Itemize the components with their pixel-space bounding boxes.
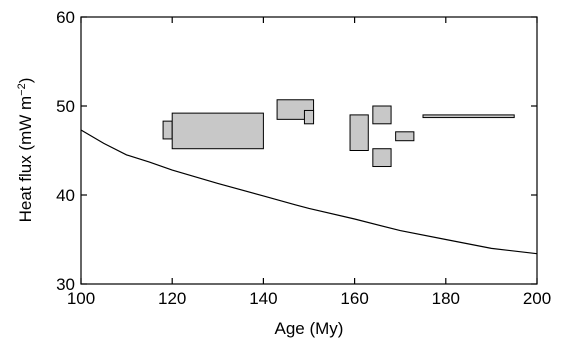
y-axis-label-close: ) [16, 78, 35, 84]
model-curve-line [80, 129, 538, 255]
y-axis-label: Heat flux (mW m−2) [16, 78, 35, 223]
data-box-9 [422, 114, 515, 119]
x-tick-label-100: 100 [67, 289, 95, 308]
data-box-7 [372, 148, 392, 168]
x-tick-label-180: 180 [432, 289, 460, 308]
data-box-6 [372, 105, 392, 125]
x-tick-label-160: 160 [340, 289, 368, 308]
y-axis-label-exponent: −2 [16, 83, 28, 96]
x-tick-label-140: 140 [249, 289, 277, 308]
x-tick-label-120: 120 [158, 289, 186, 308]
data-box-1 [162, 120, 173, 140]
y-axis-ticks: 30 40 50 60 [56, 8, 537, 294]
x-tick-label-200: 200 [523, 289, 551, 308]
y-axis-label-main: Heat flux (mW m [16, 96, 35, 223]
y-tick-label-30: 30 [56, 275, 75, 294]
plot-frame [80, 16, 538, 285]
data-box-5 [349, 114, 369, 151]
x-axis-label: Age (My) [275, 319, 344, 338]
y-tick-label-40: 40 [56, 186, 75, 205]
data-box-8 [395, 131, 415, 142]
y-tick-label-50: 50 [56, 97, 75, 116]
data-box-4 [303, 109, 315, 125]
y-tick-label-60: 60 [56, 8, 75, 27]
data-boxes [162, 99, 515, 168]
x-axis-ticks: 100 120 140 160 180 200 [67, 17, 551, 308]
data-box-2 [171, 112, 264, 150]
